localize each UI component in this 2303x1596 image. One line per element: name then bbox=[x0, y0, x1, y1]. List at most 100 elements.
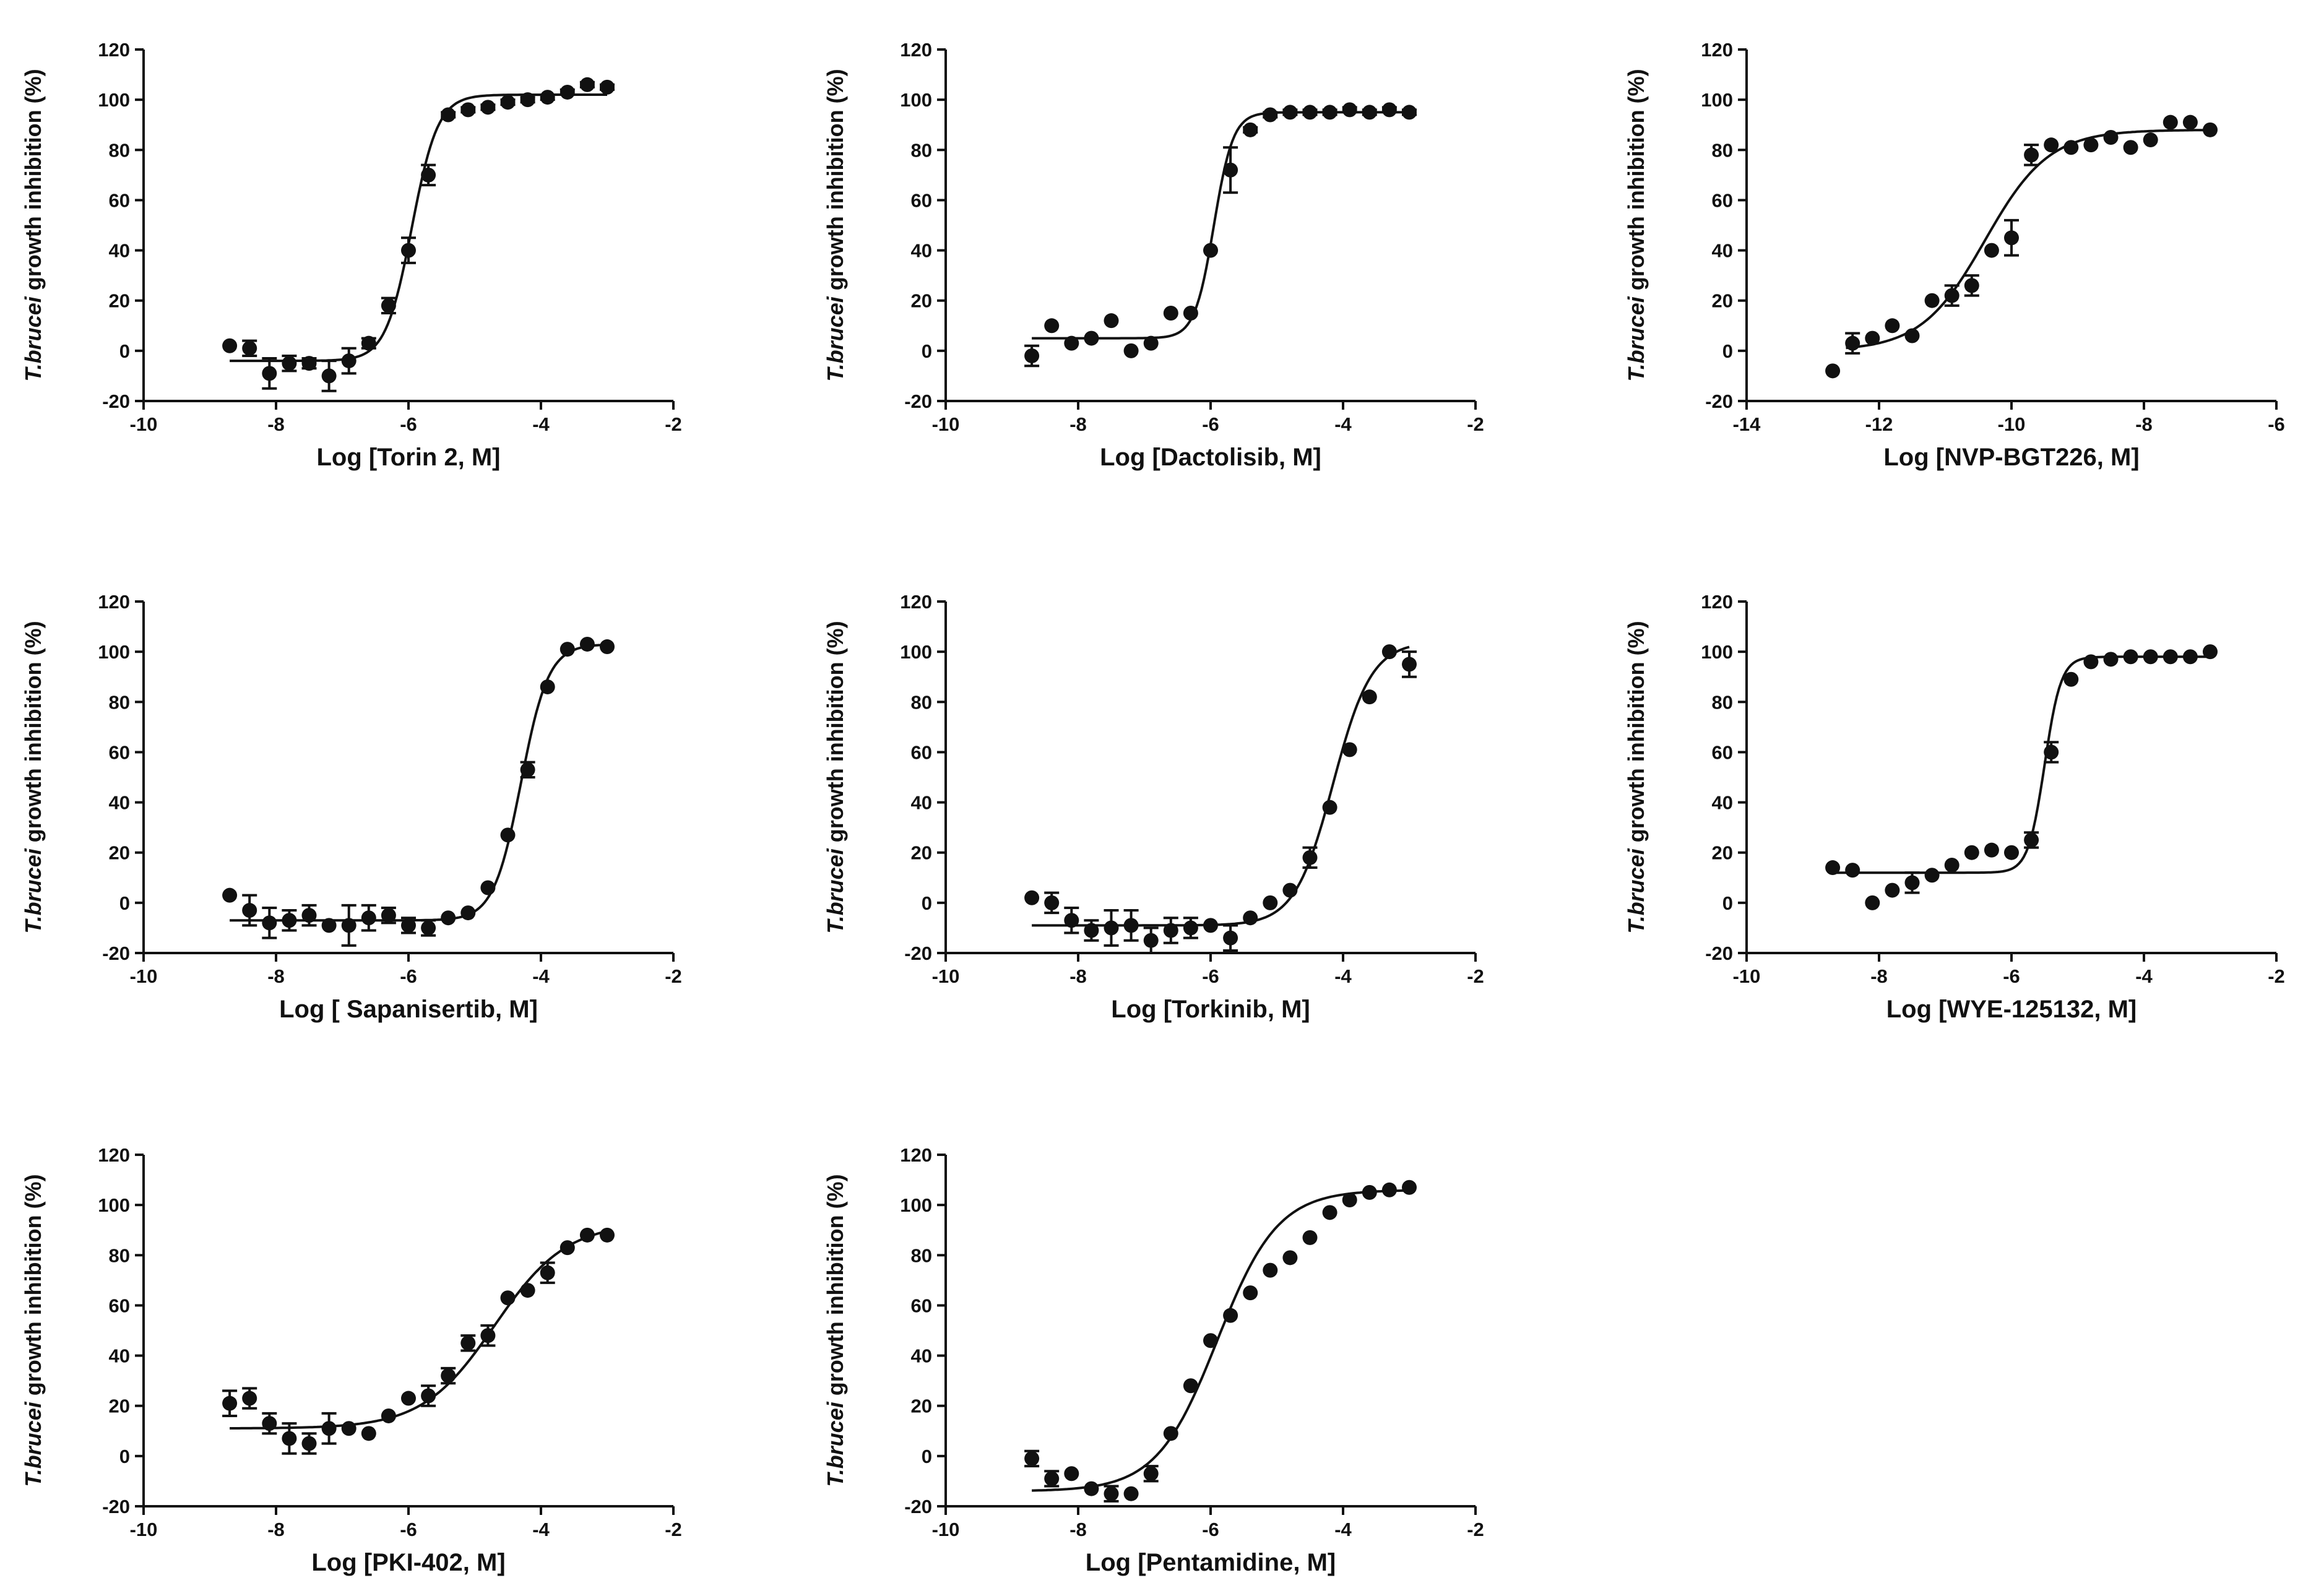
data-point bbox=[520, 92, 535, 108]
data-point bbox=[321, 368, 337, 384]
y-tick-label: 0 bbox=[119, 892, 130, 914]
y-tick-label: 100 bbox=[900, 89, 932, 111]
y-tick-label: -20 bbox=[904, 390, 932, 412]
data-point bbox=[2163, 114, 2178, 130]
y-tick-label: 80 bbox=[109, 1244, 130, 1266]
y-tick-label: 0 bbox=[922, 340, 932, 362]
x-tick-label: -2 bbox=[1467, 965, 1484, 987]
data-point bbox=[301, 908, 317, 923]
y-tick-label: 40 bbox=[911, 240, 932, 262]
data-point bbox=[1143, 335, 1159, 351]
data-point bbox=[560, 1240, 575, 1256]
y-axis-title-species: T.brucei bbox=[823, 848, 848, 933]
data-point bbox=[282, 1431, 297, 1446]
data-point bbox=[1402, 105, 1417, 120]
data-point bbox=[1123, 918, 1139, 933]
data-point bbox=[361, 910, 376, 926]
x-tick-label: -2 bbox=[665, 1519, 682, 1540]
data-point bbox=[321, 1421, 337, 1436]
data-point bbox=[301, 1436, 317, 1451]
data-point bbox=[500, 1290, 516, 1306]
data-point bbox=[2024, 147, 2039, 163]
data-point bbox=[282, 356, 297, 371]
y-tick-label: 120 bbox=[98, 591, 130, 613]
data-point bbox=[1322, 800, 1337, 815]
x-tick-label: -6 bbox=[2003, 965, 2020, 987]
x-tick-label: -4 bbox=[1334, 413, 1352, 435]
y-tick-label: 60 bbox=[911, 1295, 932, 1316]
data-point bbox=[1104, 920, 1119, 936]
data-point bbox=[421, 1388, 436, 1404]
y-tick-label: 40 bbox=[109, 1345, 130, 1367]
data-point bbox=[600, 1227, 615, 1243]
chart-panel-7: -20 0 20 40 60 80 100 120 -10 -8 -6 -4 -2 Log [PKI-40… bbox=[20, 1144, 682, 1576]
x-tick-label: -14 bbox=[1733, 413, 1761, 435]
data-point bbox=[1302, 1230, 1318, 1245]
x-tick-label: -6 bbox=[1202, 1519, 1219, 1540]
data-point bbox=[1944, 288, 1959, 303]
data-point bbox=[1402, 1180, 1417, 1195]
y-tick-label: 0 bbox=[922, 892, 932, 914]
data-point bbox=[460, 905, 476, 921]
data-point bbox=[2083, 137, 2099, 153]
data-point bbox=[1302, 850, 1318, 865]
data-point bbox=[2004, 845, 2019, 860]
y-axis-title-species: T.brucei bbox=[823, 296, 848, 381]
y-tick-label: 80 bbox=[1712, 691, 1733, 713]
x-axis-title: Log [Pentamidine, M] bbox=[1086, 1549, 1336, 1576]
y-tick-label: 100 bbox=[1701, 641, 1733, 663]
x-tick-label: -2 bbox=[2268, 965, 2285, 987]
data-point bbox=[1845, 335, 1860, 351]
data-point bbox=[600, 79, 615, 95]
data-point bbox=[1944, 858, 1959, 873]
data-point bbox=[1024, 348, 1040, 363]
x-tick-label: -8 bbox=[1069, 1519, 1087, 1540]
y-tick-label: 20 bbox=[1712, 842, 1733, 864]
x-tick-label: -10 bbox=[130, 1519, 158, 1540]
x-tick-label: -8 bbox=[1069, 965, 1087, 987]
data-point bbox=[401, 918, 416, 933]
chart-panel-6: -20 0 20 40 60 80 100 120 -10 -8 -6 -4 -2 Log [WYE-12… bbox=[1623, 591, 2285, 1023]
data-point bbox=[1865, 330, 1880, 346]
data-point bbox=[1342, 742, 1357, 757]
x-tick-label: -8 bbox=[2135, 413, 2153, 435]
data-point bbox=[1825, 363, 1841, 379]
x-tick-label: -8 bbox=[267, 1519, 285, 1540]
data-point bbox=[441, 910, 456, 926]
data-point bbox=[1183, 306, 1198, 321]
y-tick-label: 20 bbox=[109, 842, 130, 864]
y-axis-title-text: growth inhibition (%) bbox=[823, 621, 848, 848]
data-point bbox=[2203, 644, 2218, 660]
data-point bbox=[1263, 895, 1278, 910]
data-point bbox=[560, 642, 575, 657]
data-point bbox=[1163, 923, 1178, 938]
data-point bbox=[1243, 122, 1258, 137]
data-point bbox=[1924, 293, 1940, 308]
y-tick-label: -20 bbox=[1705, 943, 1733, 964]
data-point bbox=[242, 1391, 257, 1406]
data-point bbox=[540, 90, 555, 105]
data-point bbox=[579, 636, 595, 652]
data-point bbox=[421, 167, 436, 183]
x-tick-label: -2 bbox=[1467, 413, 1484, 435]
data-point bbox=[540, 679, 555, 694]
x-tick-label: -6 bbox=[1202, 413, 1219, 435]
data-point bbox=[401, 1391, 416, 1406]
data-point bbox=[460, 1335, 476, 1351]
data-point bbox=[1381, 1182, 1397, 1197]
data-point bbox=[1984, 243, 1999, 258]
x-tick-label: -4 bbox=[532, 965, 550, 987]
data-point bbox=[1183, 920, 1198, 936]
data-point bbox=[262, 366, 277, 381]
y-tick-label: 120 bbox=[1701, 591, 1733, 613]
data-point bbox=[341, 918, 356, 933]
data-point bbox=[361, 1426, 376, 1441]
data-point bbox=[1282, 105, 1298, 120]
y-tick-label: -20 bbox=[904, 1496, 932, 1517]
data-point bbox=[460, 102, 476, 118]
y-tick-label: 60 bbox=[109, 1295, 130, 1316]
y-axis-title-text: growth inhibition (%) bbox=[20, 1174, 46, 1402]
data-point bbox=[1845, 863, 1860, 878]
data-point bbox=[1104, 313, 1119, 329]
data-point bbox=[341, 353, 356, 369]
